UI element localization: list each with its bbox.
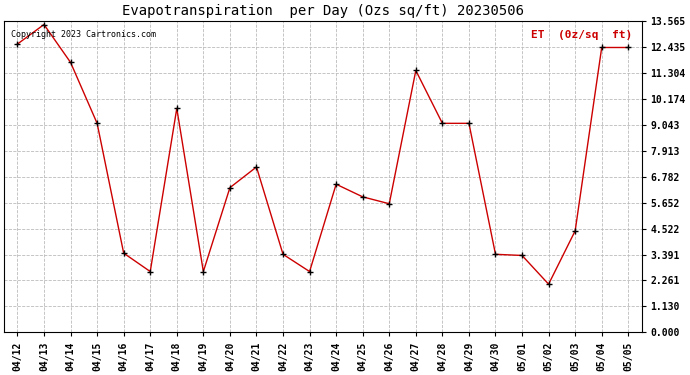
Text: Copyright 2023 Cartronics.com: Copyright 2023 Cartronics.com (10, 30, 155, 39)
Title: Evapotranspiration  per Day (Ozs sq/ft) 20230506: Evapotranspiration per Day (Ozs sq/ft) 2… (122, 4, 524, 18)
Text: ET  (0z/sq  ft): ET (0z/sq ft) (531, 30, 632, 40)
